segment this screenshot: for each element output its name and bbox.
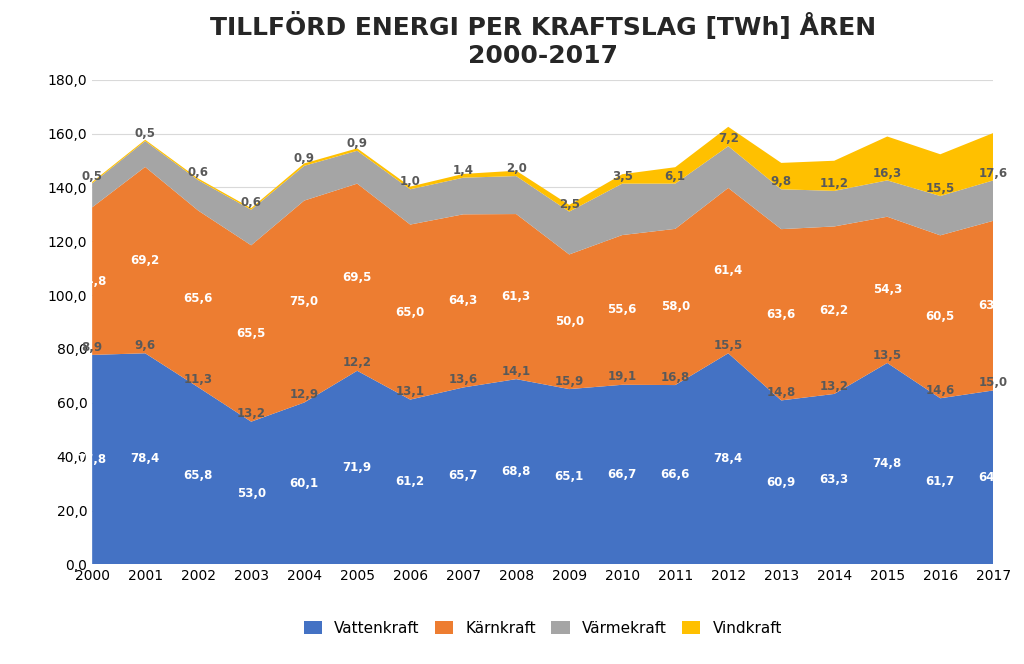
Text: 69,2: 69,2	[130, 254, 160, 267]
Text: 13,2: 13,2	[237, 407, 265, 420]
Text: 61,3: 61,3	[502, 290, 530, 303]
Text: 61,4: 61,4	[714, 264, 742, 277]
Text: 2,5: 2,5	[559, 198, 580, 211]
Text: 6,1: 6,1	[665, 170, 686, 183]
Text: 3,5: 3,5	[611, 170, 633, 183]
Text: 64,6: 64,6	[979, 471, 1008, 484]
Text: 11,3: 11,3	[183, 373, 213, 386]
Text: 0,9: 0,9	[347, 137, 368, 150]
Text: 1,0: 1,0	[399, 175, 421, 189]
Text: 60,9: 60,9	[767, 476, 796, 489]
Text: 63,3: 63,3	[819, 473, 849, 485]
Text: 8,9: 8,9	[82, 341, 102, 353]
Legend: Vattenkraft, Kärnkraft, Värmekraft, Vindkraft: Vattenkraft, Kärnkraft, Värmekraft, Vind…	[303, 621, 782, 635]
Text: 63,0: 63,0	[979, 299, 1008, 312]
Text: 71,9: 71,9	[343, 461, 372, 474]
Text: 55,6: 55,6	[607, 303, 637, 317]
Text: 65,1: 65,1	[555, 470, 584, 483]
Text: 13,5: 13,5	[872, 349, 902, 362]
Title: TILLFÖRD ENERGI PER KRAFTSLAG [TWh] ÅREN
2000-2017: TILLFÖRD ENERGI PER KRAFTSLAG [TWh] ÅREN…	[210, 12, 876, 68]
Text: 0,6: 0,6	[241, 196, 262, 209]
Text: 65,8: 65,8	[183, 469, 213, 482]
Text: 66,7: 66,7	[607, 468, 637, 481]
Text: 58,0: 58,0	[660, 300, 690, 313]
Text: 13,2: 13,2	[820, 380, 849, 392]
Text: 65,0: 65,0	[395, 305, 425, 319]
Text: 14,8: 14,8	[767, 386, 796, 399]
Text: 60,5: 60,5	[926, 310, 955, 323]
Text: 12,2: 12,2	[343, 357, 372, 369]
Text: 65,7: 65,7	[449, 469, 478, 483]
Text: 15,5: 15,5	[926, 182, 955, 195]
Text: 65,5: 65,5	[237, 327, 266, 340]
Text: 15,9: 15,9	[555, 374, 584, 388]
Text: 78,4: 78,4	[714, 452, 742, 465]
Text: 69,5: 69,5	[342, 271, 372, 284]
Text: 68,8: 68,8	[502, 465, 530, 478]
Text: 13,6: 13,6	[449, 373, 478, 386]
Text: 78,4: 78,4	[130, 452, 160, 465]
Text: 12,9: 12,9	[290, 388, 318, 401]
Text: 77,8: 77,8	[78, 453, 106, 466]
Text: 9,8: 9,8	[771, 175, 792, 189]
Text: 11,2: 11,2	[820, 177, 849, 190]
Text: 14,6: 14,6	[926, 384, 955, 397]
Text: 17,6: 17,6	[979, 167, 1008, 179]
Text: 50,0: 50,0	[555, 315, 584, 328]
Text: 15,0: 15,0	[979, 376, 1008, 389]
Text: 53,0: 53,0	[237, 487, 266, 499]
Text: 61,7: 61,7	[926, 475, 954, 488]
Text: 60,1: 60,1	[290, 477, 318, 490]
Text: 74,8: 74,8	[872, 457, 902, 470]
Text: 16,8: 16,8	[660, 371, 690, 384]
Text: 54,3: 54,3	[872, 284, 902, 296]
Text: 63,6: 63,6	[767, 308, 796, 321]
Text: 54,8: 54,8	[78, 275, 106, 288]
Text: 16,3: 16,3	[872, 167, 902, 179]
Text: 0,6: 0,6	[187, 166, 209, 179]
Text: 0,5: 0,5	[82, 169, 102, 183]
Text: 2,0: 2,0	[506, 162, 526, 175]
Text: 14,1: 14,1	[502, 365, 530, 378]
Text: 61,2: 61,2	[395, 475, 425, 489]
Text: 19,1: 19,1	[607, 371, 637, 383]
Text: 65,6: 65,6	[183, 292, 213, 305]
Text: 9,6: 9,6	[134, 339, 156, 352]
Text: 13,1: 13,1	[395, 385, 425, 398]
Text: 7,2: 7,2	[718, 132, 738, 145]
Text: 75,0: 75,0	[290, 295, 318, 308]
Text: 15,5: 15,5	[714, 339, 742, 352]
Text: 66,6: 66,6	[660, 468, 690, 481]
Text: 62,2: 62,2	[819, 303, 849, 317]
Text: 0,5: 0,5	[135, 127, 156, 140]
Text: 0,9: 0,9	[294, 152, 314, 165]
Text: 1,4: 1,4	[453, 164, 474, 177]
Text: 64,3: 64,3	[449, 294, 478, 307]
